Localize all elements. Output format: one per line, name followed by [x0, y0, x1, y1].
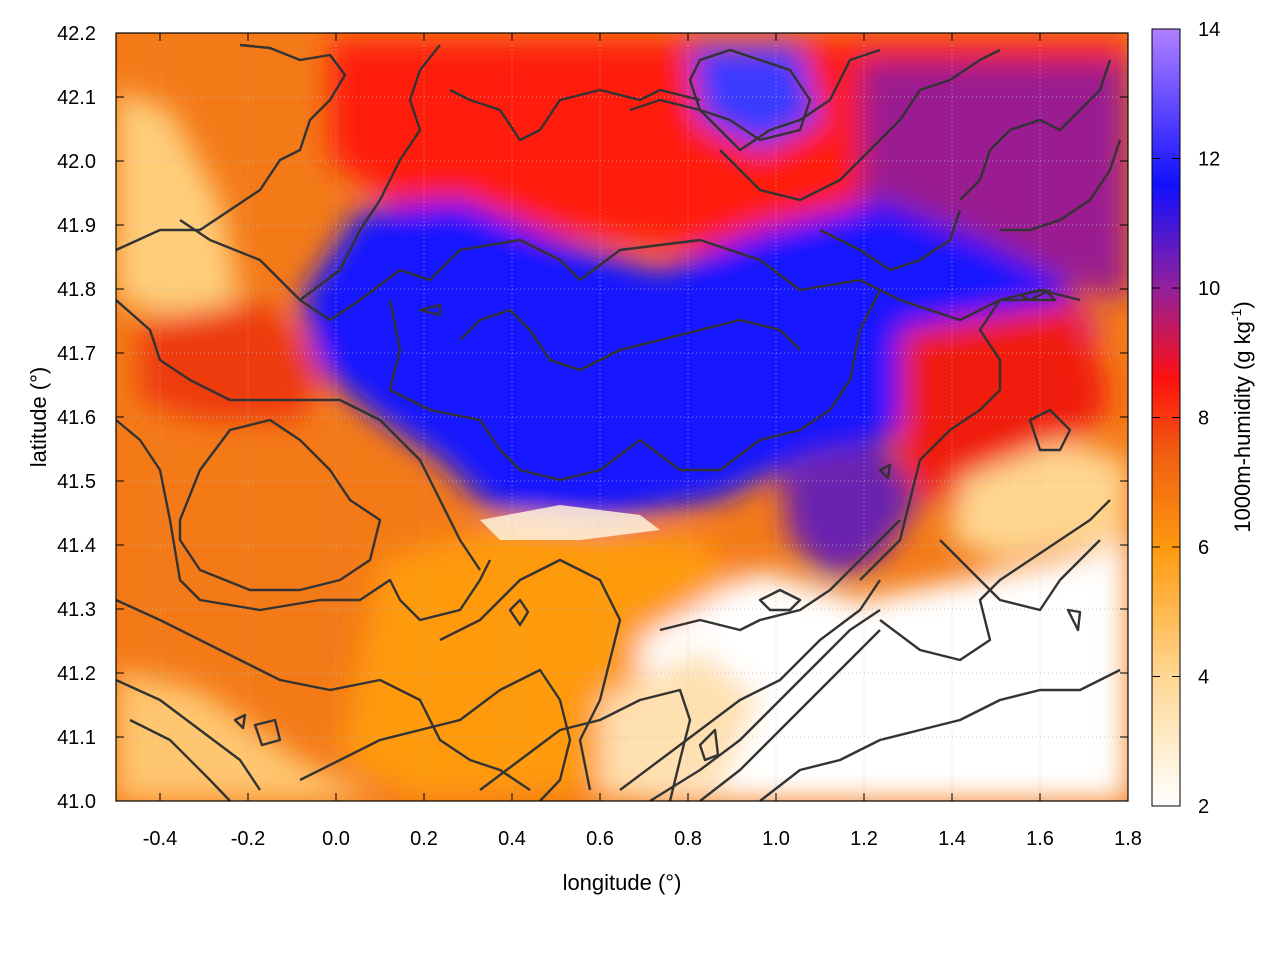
colorbar-tick-label: 10: [1198, 278, 1220, 300]
contour-line: [299, 668, 572, 801]
y-axis: 41.0 41.1 41.2 41.3 41.4 41.5 41.6 41.7 41.8 41.9…: [57, 23, 1128, 813]
contour-line: [819, 209, 962, 272]
contour-line: [439, 558, 622, 791]
patch-south-east-dry: [640, 540, 1128, 801]
x-tick-label: 0.4: [498, 828, 526, 850]
y-tick-label: 42.2: [57, 23, 96, 45]
contour-line: [479, 688, 692, 801]
x-tick-label: 0.0: [322, 828, 350, 850]
heatmap-field: [116, 33, 1128, 801]
contour-line: [1000, 139, 1122, 232]
contour-line: [418, 303, 442, 317]
contour-line: [698, 728, 720, 762]
contour-line: [1018, 288, 1057, 302]
contour-line: [449, 88, 701, 142]
x-tick-label: 1.6: [1026, 828, 1054, 850]
y-tick-label: 41.4: [57, 535, 96, 557]
patch-south-east-pale: [600, 650, 760, 801]
contour-line: [758, 588, 802, 612]
contour-line: [759, 668, 1121, 801]
colorbar-tick-label: 2: [1198, 796, 1209, 818]
y-tick-label: 41.8: [57, 279, 96, 301]
x-tick-label: 1.4: [938, 828, 966, 850]
x-axis: -0.4 -0.2 0.0 0.2 0.4 0.6 0.8 1.0 1.2 1.4 1.6 1.8: [143, 33, 1142, 850]
y-tick-label: 41.5: [57, 471, 96, 493]
x-tick-label: -0.4: [143, 828, 177, 850]
contour-line: [508, 598, 530, 627]
y-tick-label: 41.7: [57, 343, 96, 365]
contour-line: [299, 238, 1081, 322]
contour-line: [388, 289, 882, 482]
colorbar-ticks: 2 4 6 8 10 12 14: [1152, 19, 1220, 818]
contour-line: [179, 44, 441, 302]
contour-line: [629, 48, 881, 152]
patch-south-west-pale: [116, 670, 380, 801]
y-tick-label: 41.1: [57, 727, 96, 749]
x-tick-label: 0.2: [410, 828, 438, 850]
contour-line: [619, 579, 881, 791]
contour-lines: [116, 43, 1122, 801]
patch-east-pale: [950, 440, 1128, 560]
colorbar: 2 4 6 8 10 12 14 1000m-humidity (g kg-1): [1151, 19, 1255, 818]
x-tick-label: 0.6: [586, 828, 614, 850]
grid-lines: [116, 32, 1129, 802]
y-axis-title: latitude (°): [26, 367, 51, 468]
patch-moist-core: [300, 200, 1100, 520]
x-tick-label: 1.0: [762, 828, 790, 850]
contour-line: [859, 288, 1051, 581]
patch-north-west-pale: [116, 90, 240, 320]
colorbar-title-main: 1000m-humidity (g kg: [1230, 321, 1255, 533]
colorbar-tick-label: 14: [1198, 19, 1220, 41]
contour-line: [649, 609, 881, 801]
contour-line: [959, 59, 1112, 201]
x-tick-label: -0.2: [231, 828, 265, 850]
x-axis-title: longitude (°): [563, 870, 682, 895]
y-tick-label: 41.0: [57, 791, 96, 813]
contour-line: [1066, 608, 1082, 632]
contour-line: [688, 48, 812, 142]
colorbar-title-suffix: ): [1230, 301, 1255, 308]
y-tick-label: 41.2: [57, 663, 96, 685]
colorbar-tick-label: 6: [1198, 537, 1209, 559]
contour-line: [129, 718, 231, 801]
contour-line: [116, 678, 261, 791]
x-tick-label: 1.8: [1114, 828, 1142, 850]
contour-line: [116, 419, 492, 622]
y-tick-label: 42.0: [57, 151, 96, 173]
contour-line: [699, 629, 881, 801]
contour-line: [719, 48, 1001, 202]
colorbar-tick-label: 12: [1198, 149, 1220, 171]
dry-band-highlight: [480, 505, 660, 540]
contour-line: [116, 598, 531, 791]
contour-line: [939, 539, 1101, 612]
contour-line: [878, 463, 892, 480]
contour-line: [116, 299, 481, 571]
contour-line: [253, 718, 282, 747]
y-tick-label: 41.6: [57, 407, 96, 429]
contour-line: [116, 43, 347, 252]
contour-line: [1028, 408, 1072, 452]
heatmap-patches: [116, 40, 1128, 801]
colorbar-title-superscript: -1: [1228, 308, 1244, 321]
x-tick-label: 1.2: [850, 828, 878, 850]
patch-west-red: [140, 300, 330, 420]
colorbar-tick-label: 8: [1198, 408, 1209, 430]
colorbar-tick-label: 4: [1198, 667, 1209, 689]
y-tick-label: 42.1: [57, 87, 96, 109]
contour-line: [233, 713, 247, 730]
contour-line: [459, 308, 801, 372]
x-tick-label: 0.8: [674, 828, 702, 850]
y-tick-label: 41.3: [57, 599, 96, 621]
contour-line: [178, 418, 382, 592]
y-tick-label: 41.9: [57, 215, 96, 237]
colorbar-title: 1000m-humidity (g kg-1): [1228, 301, 1255, 532]
contour-line: [659, 519, 901, 632]
